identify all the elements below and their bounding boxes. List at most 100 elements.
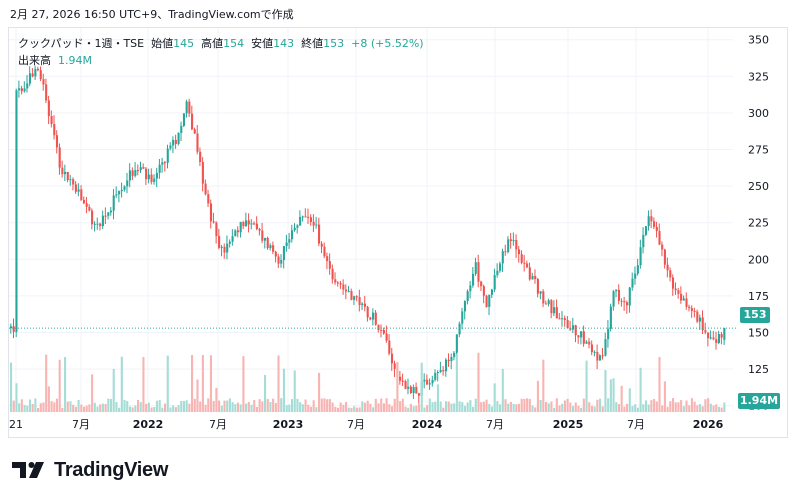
volume-bar	[671, 398, 675, 412]
open-label: 始値	[151, 37, 174, 50]
volume-bar	[191, 354, 194, 412]
candle-body	[390, 353, 394, 364]
candle-body	[463, 301, 467, 312]
volume-bar	[528, 398, 531, 412]
candle-body	[193, 129, 196, 134]
candle-body	[172, 139, 175, 146]
candle-body	[288, 239, 291, 243]
volume-bar	[442, 407, 445, 412]
tradingview-brand[interactable]: TradingView	[12, 459, 168, 481]
candle-body	[134, 170, 137, 176]
volume-bar	[688, 405, 691, 412]
volume-bar	[593, 406, 596, 412]
volume-bar	[585, 360, 588, 412]
volume-bar	[547, 403, 550, 412]
volume-bar	[620, 385, 623, 412]
volume-bar	[274, 403, 277, 412]
candle-body	[220, 246, 223, 248]
volume-bar	[126, 400, 129, 412]
volume-bar	[88, 404, 91, 412]
candle-body	[588, 341, 591, 345]
candle-body	[553, 307, 556, 314]
volume-bar	[134, 405, 137, 412]
candle-body	[628, 287, 631, 306]
volume-bar	[609, 379, 612, 412]
candle-body	[228, 241, 231, 244]
candle-body	[526, 263, 529, 268]
candle-body	[534, 275, 537, 280]
candle-body	[442, 370, 445, 372]
volume-bar	[69, 401, 72, 412]
candle-body	[158, 164, 161, 173]
volume-bar	[682, 406, 685, 412]
candle-body	[445, 359, 448, 372]
y-tick-label: 300	[748, 107, 769, 120]
volume-bar	[272, 398, 275, 412]
y-tick-label: 250	[748, 180, 769, 193]
candle-body	[542, 291, 545, 304]
candle-body	[544, 303, 548, 305]
chart-frame[interactable]	[8, 27, 788, 438]
volume-bar	[698, 404, 702, 412]
candle-body	[20, 88, 23, 92]
volume-legend: 出来高 1.94M	[18, 52, 92, 68]
volume-bar	[18, 403, 21, 412]
volume-bar	[223, 400, 226, 412]
volume-bar	[28, 399, 32, 412]
volume-bar	[201, 354, 204, 412]
candle-body	[315, 224, 318, 226]
candle-body	[112, 195, 115, 211]
volume-bar	[701, 406, 704, 412]
volume-bar	[507, 403, 510, 412]
volume-bar	[220, 405, 223, 412]
candle-body	[555, 307, 558, 319]
volume-bar	[353, 406, 356, 412]
candle-body	[96, 223, 99, 225]
volume-bar	[155, 400, 159, 412]
candle-body	[531, 275, 534, 280]
volume-bar	[258, 399, 261, 412]
candle-body	[388, 340, 391, 354]
candle-body	[136, 170, 140, 172]
close-label: 終値	[301, 37, 324, 50]
volume-bar	[415, 405, 418, 412]
candle-body	[577, 335, 580, 338]
symbol-legend: クックパッド・1週・TSE 始値145 高値154 安値143 終値153 +8…	[18, 35, 424, 51]
volume-bar	[131, 407, 134, 412]
candle-body	[326, 256, 329, 262]
candle-body	[12, 326, 15, 332]
tradingview-logo-icon	[12, 462, 44, 478]
candle-body	[361, 303, 364, 306]
volume-bar	[631, 406, 634, 412]
candle-body	[658, 231, 661, 245]
candle-body	[182, 113, 186, 126]
candle-body	[474, 262, 477, 274]
volume-bar	[93, 402, 96, 412]
candle-body	[415, 386, 418, 394]
x-tick-label: 21	[9, 418, 23, 431]
candle-body	[717, 334, 720, 343]
candle-body	[323, 246, 326, 257]
volume-bar	[39, 403, 42, 412]
candle-body	[296, 225, 299, 228]
volume-bar	[174, 407, 177, 412]
volume-bar	[401, 398, 404, 412]
volume-bar	[255, 406, 258, 412]
candle-body	[499, 263, 502, 271]
y-tick-label: 150	[748, 326, 769, 339]
volume-bar	[115, 402, 118, 412]
candle-body	[528, 267, 531, 280]
candle-body	[177, 132, 180, 144]
x-tick-label: 2022	[133, 418, 164, 431]
volume-bar	[323, 398, 326, 412]
candle-body	[272, 245, 275, 252]
volume-bar	[469, 400, 472, 412]
volume-bar	[655, 401, 658, 412]
volume-bar	[526, 398, 529, 412]
candle-body	[42, 79, 45, 85]
volume-bar	[112, 368, 115, 412]
y-tick-label: 200	[748, 253, 769, 266]
candle-body	[266, 237, 269, 249]
candle-body	[31, 73, 34, 77]
